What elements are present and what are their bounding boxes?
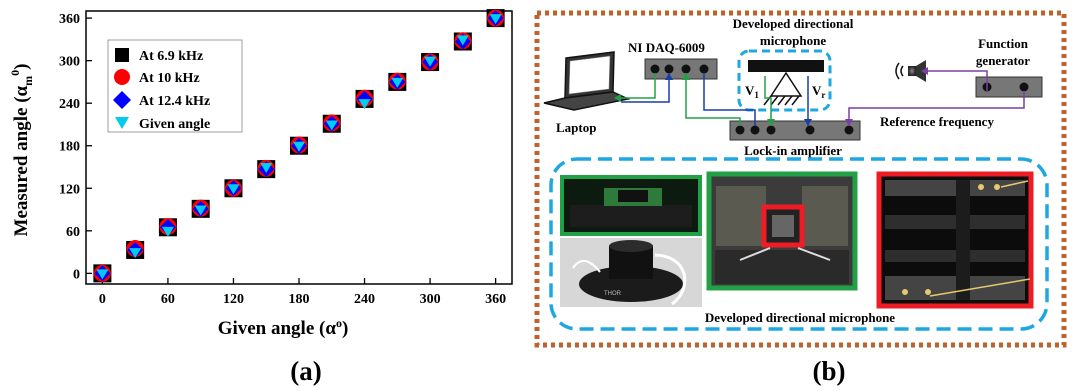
marker-given-angle [325,120,338,131]
x-tick-label: 300 [420,292,441,307]
mic-dashed-box [737,49,832,112]
outer-dotted-frame [534,10,1067,348]
legend-label-12-4khz: At 12.4 kHz [139,94,210,109]
vr-label: Vr [812,83,825,100]
mic-body [748,60,824,72]
laptop-icon [543,51,631,111]
x-tick-label: 180 [289,292,310,307]
chart-panel-a: 0 60 120 180 240 300 360 0 60 120 180 240 300 360 Giv… [8,9,513,386]
marker-given-angle [227,184,240,195]
y-tick-label: 120 [59,182,80,197]
legend-label-given-angle: Given angle [139,117,210,132]
reference-frequency-label: Reference frequency [880,114,994,129]
photo-mic-chip [706,171,858,291]
mic-label-line2: microphone [760,33,826,48]
x-tick-label: 240 [354,292,375,307]
legend-marker-diamond [113,91,131,109]
y-tick-label: 180 [59,140,80,155]
legend: At 6.9 kHz At 10 kHz At 12.4 kHz Given a… [107,39,243,133]
y-tick-label: 360 [59,12,80,27]
marker-given-angle [358,99,371,110]
y-tick-label: 60 [66,225,80,240]
marker-given-angle [96,269,109,280]
marker-given-angle [194,205,207,216]
legend-marker-triangle [115,117,129,129]
x-tick-label: 0 [99,292,106,307]
legend-box [107,39,243,133]
y-tick-label: 240 [59,97,80,112]
marker-given-angle [293,141,305,152]
function-generator-label-line1: Function [978,36,1029,51]
marker-given-angle [391,77,404,88]
panel-label-a: (a) [290,356,321,386]
marker-12-4khz [356,90,373,107]
photos-caption: Developed directional microphone [705,310,895,325]
function-generator-box [975,76,1043,98]
wiring [621,70,1025,126]
marker-given-angle [424,56,437,67]
mic-label-line1: Developed directional [733,16,854,31]
mic-pivot [769,71,803,97]
ni-daq-label: NI DAQ-6009 [628,40,705,55]
lockin-amplifier-box [729,120,861,141]
setup-diagram-panel-b: Laptop NI DAQ-6009 Developed directional… [534,10,1067,386]
photo-rotation-stage: THOR [560,238,702,307]
v1-label: V1 [745,83,759,100]
laptop-label: Laptop [556,120,596,135]
x-axis-title: Given angle (αo) [218,316,349,339]
panel-label-b: (b) [813,356,846,386]
marker-given-angle [161,226,174,237]
marker-given-angle [260,163,273,173]
marker-given-angle [489,14,502,25]
marker-given-angle [456,35,469,46]
axes: 0 60 120 180 240 300 360 0 60 120 180 240 300 360 [59,12,506,307]
marker-given-angle [129,248,142,259]
lockin-amplifier-label: Lock-in amplifier [744,143,842,158]
x-tick-label: 360 [485,292,506,307]
photo-brand-text: THOR [604,291,622,297]
function-generator-label-line2: generator [976,53,1030,68]
y-axis-title: Measured angle (αm0) [8,64,35,237]
x-tick-label: 60 [161,292,175,307]
legend-marker-square [115,48,129,62]
y-tick-label: 0 [73,267,80,282]
legend-marker-circle [114,69,130,85]
x-tick-label: 120 [223,292,244,307]
y-tick-label: 300 [59,55,80,70]
photos-dashed-box [549,157,1049,331]
ni-daq-box [644,58,718,80]
photo-mic-package [560,175,702,236]
arrowheads [614,67,928,126]
legend-label-10khz: At 10 kHz [139,71,200,86]
legend-label-6-9khz: At 6.9 kHz [139,49,203,64]
photo-mic-microscope [876,171,1034,309]
data-markers [93,9,505,283]
